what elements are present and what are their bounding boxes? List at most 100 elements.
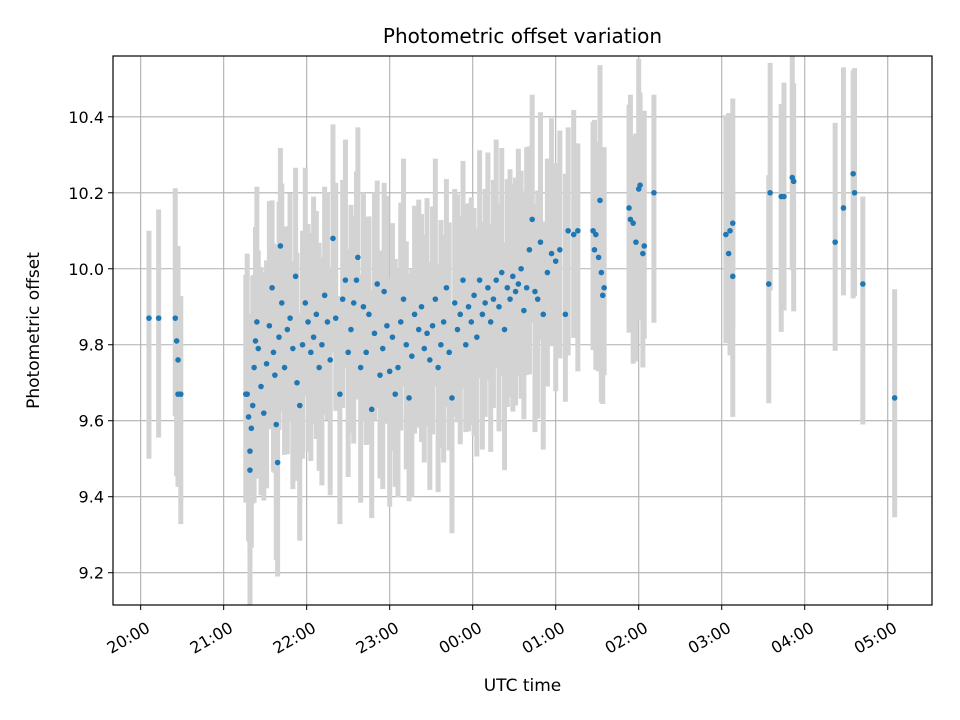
data-point [330, 235, 336, 242]
data-point [400, 296, 407, 302]
data-point [409, 353, 415, 359]
data-point [263, 360, 270, 367]
data-point [729, 273, 736, 280]
data-point [599, 292, 606, 299]
data-point [435, 364, 441, 371]
data-point [630, 220, 636, 226]
data-point [277, 243, 284, 249]
data-point [479, 311, 486, 318]
data-point [593, 231, 599, 238]
data-point [891, 395, 898, 401]
y-tick-label: 9.4 [79, 488, 104, 507]
data-point [173, 338, 180, 344]
data-point [633, 239, 639, 245]
data-point [515, 281, 522, 287]
data-point [729, 220, 736, 226]
data-point [395, 364, 401, 371]
data-point [487, 319, 494, 325]
data-point [851, 189, 858, 196]
data-point [493, 277, 500, 283]
data-point [637, 182, 643, 188]
data-point [532, 288, 538, 295]
data-point [345, 349, 351, 356]
data-point [339, 296, 346, 302]
data-point [418, 303, 425, 310]
data-point [290, 345, 296, 352]
data-point [172, 315, 179, 321]
data-point [860, 281, 866, 287]
data-point [557, 246, 563, 253]
data-point [501, 326, 508, 333]
data-point [324, 319, 331, 325]
data-point [384, 322, 390, 329]
data-point [651, 189, 657, 196]
data-point [597, 197, 603, 204]
data-point [449, 395, 455, 401]
data-point [368, 406, 375, 413]
data-point [302, 300, 309, 306]
plot-frame [112, 55, 933, 606]
data-point [427, 357, 433, 363]
data-point [386, 368, 393, 375]
data-point [276, 334, 282, 340]
data-point [381, 288, 387, 295]
data-point [415, 326, 422, 333]
data-point [790, 178, 797, 185]
chart-title: Photometric offset variation [383, 24, 662, 48]
data-point [498, 269, 505, 276]
data-point [245, 414, 252, 420]
data-point [443, 284, 450, 291]
data-point [299, 341, 306, 348]
data-point [273, 421, 280, 428]
data-point [767, 189, 773, 196]
data-point [258, 383, 264, 390]
data-point [601, 284, 607, 291]
data-point [460, 277, 466, 283]
data-point [247, 448, 253, 454]
y-tick-label: 9.8 [79, 336, 104, 355]
data-point [272, 372, 278, 378]
data-point [570, 231, 577, 238]
data-point [421, 345, 428, 352]
data-point [319, 341, 325, 348]
data-point [476, 277, 483, 283]
data-point [308, 349, 314, 356]
data-point [392, 391, 399, 397]
data-point [406, 395, 412, 401]
data-point [485, 284, 491, 291]
data-point [521, 307, 527, 314]
data-point [544, 269, 551, 276]
data-point [254, 319, 260, 325]
data-point [266, 322, 273, 329]
data-point [292, 273, 299, 280]
data-point [305, 319, 311, 325]
data-point [270, 349, 277, 356]
data-point [512, 288, 519, 295]
data-point [523, 284, 530, 291]
data-point [723, 231, 729, 238]
data-point [251, 364, 257, 371]
data-point [377, 372, 383, 378]
data-point [457, 311, 464, 318]
data-point [360, 303, 367, 310]
data-point [366, 311, 372, 318]
data-point [781, 193, 787, 200]
data-point [440, 319, 447, 325]
data-point [350, 300, 357, 306]
y-axis-title: Photometric offset [24, 252, 44, 409]
data-point [548, 250, 555, 257]
data-point [552, 258, 559, 264]
data-point [540, 311, 547, 318]
data-point [429, 322, 436, 329]
data-point [353, 277, 360, 283]
data-point [727, 227, 733, 234]
data-point [389, 334, 396, 340]
data-point [832, 239, 838, 245]
data-point [155, 315, 162, 321]
data-point [598, 269, 605, 276]
data-point [446, 349, 452, 356]
data-point [348, 326, 354, 333]
data-point [284, 326, 291, 333]
data-point [310, 334, 317, 340]
data-point [269, 284, 275, 291]
